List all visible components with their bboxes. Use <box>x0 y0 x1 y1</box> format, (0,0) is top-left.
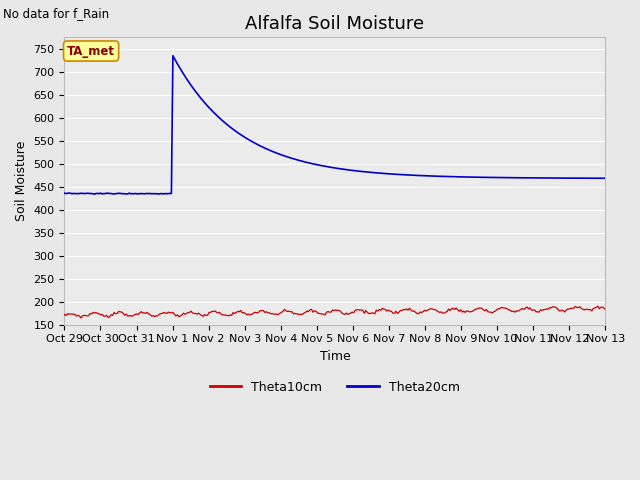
Text: TA_met: TA_met <box>67 45 115 58</box>
Legend: Theta10cm, Theta20cm: Theta10cm, Theta20cm <box>205 376 465 399</box>
Title: Alfalfa Soil Moisture: Alfalfa Soil Moisture <box>245 15 424 33</box>
X-axis label: Time: Time <box>319 350 350 363</box>
Y-axis label: Soil Moisture: Soil Moisture <box>15 141 28 221</box>
Text: No data for f_Rain: No data for f_Rain <box>3 7 109 20</box>
